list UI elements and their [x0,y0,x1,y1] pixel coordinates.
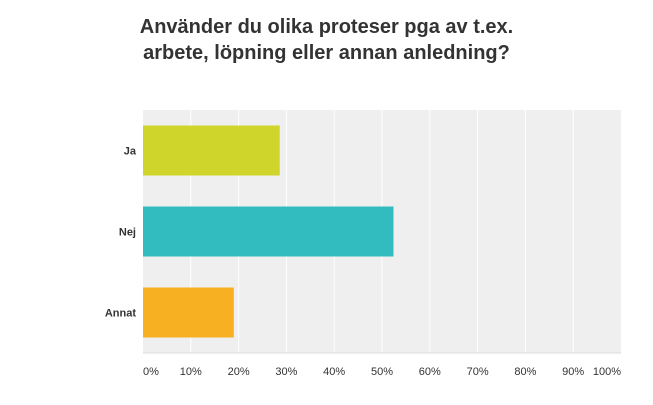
bar-nej [143,206,394,257]
x-tick-label-8: 80% [514,366,536,378]
x-tick-label-3: 30% [275,366,297,378]
bar-ja [143,125,280,176]
x-tick-label-4: 40% [323,366,345,378]
chart-title-line-1: Använder du olika proteser pga av t.ex. [139,16,514,38]
x-tick-label-9: 90% [562,366,584,378]
x-tick-label-10: 100% [593,366,621,378]
chart-title: Använder du olika proteser pga av t.ex. … [0,14,653,66]
category-label-nej: Nej [119,227,136,239]
category-label-annat: Annat [105,308,137,320]
x-tick-label-5: 50% [371,366,393,378]
x-tick-label-1: 10% [180,366,202,378]
category-label-ja: Ja [124,146,137,158]
x-tick-label-6: 60% [419,366,441,378]
bar-annat [143,287,234,338]
x-tick-label-0: 0% [143,366,159,378]
x-tick-label-7: 70% [467,366,489,378]
chart-title-line-2: arbete, löpning eller annan anledning? [143,42,510,64]
x-tick-label-2: 20% [228,366,250,378]
